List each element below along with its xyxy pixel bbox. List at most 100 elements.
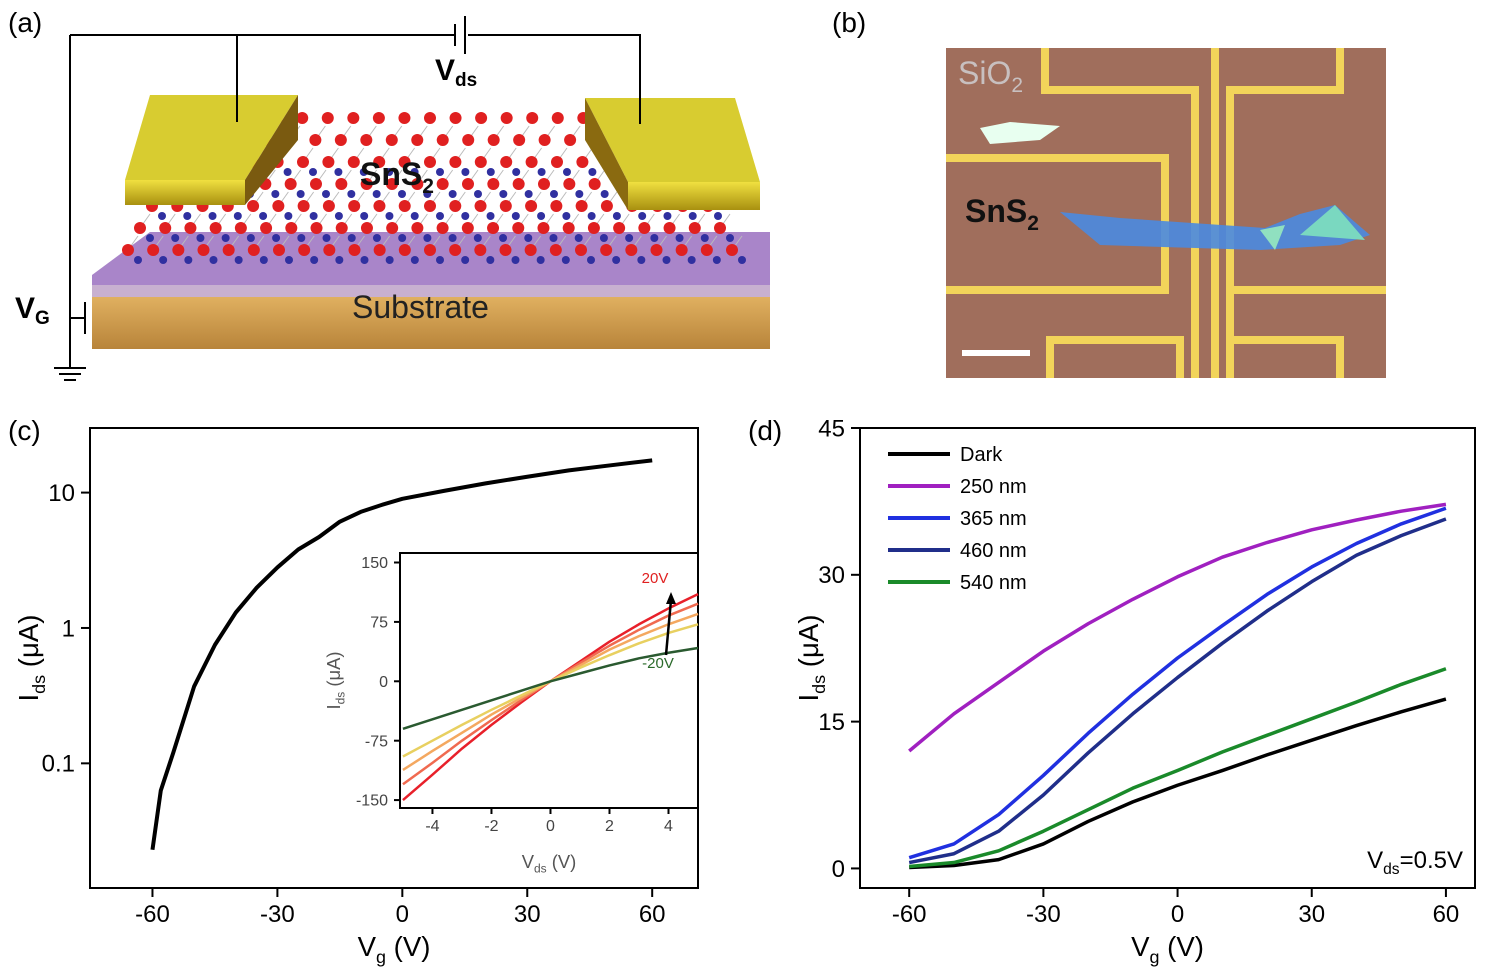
atom — [284, 212, 293, 220]
atom — [588, 168, 597, 176]
atom — [410, 256, 419, 264]
atom — [398, 200, 411, 212]
flake — [1300, 205, 1365, 240]
x-tick-label: 0 — [396, 901, 409, 928]
series-line — [909, 697, 1447, 870]
atom — [209, 256, 218, 264]
panel-label: (a) — [8, 7, 42, 38]
atom — [612, 212, 621, 220]
atom — [449, 156, 462, 168]
atom — [714, 212, 722, 220]
x-tick-label: 0 — [546, 818, 555, 835]
atom — [461, 168, 470, 176]
label-sub: ds — [455, 70, 477, 91]
plot-area — [859, 427, 1476, 889]
atom — [525, 200, 538, 212]
atom — [335, 222, 348, 234]
chart: -4 -2 0 2 4 -150 -75 0 75 150 Vds (V) Ids (μA) 20V -2… — [323, 552, 699, 876]
atom — [398, 112, 411, 124]
atom — [386, 222, 399, 234]
x-tick-label: 60 — [1433, 901, 1460, 928]
label-sub: 2 — [1027, 212, 1039, 235]
atom — [309, 168, 317, 176]
atom — [134, 222, 146, 234]
atom — [309, 134, 322, 146]
legend-label: Dark — [960, 444, 1003, 466]
atom — [726, 244, 738, 256]
atom — [600, 190, 609, 198]
electrode — [628, 182, 760, 210]
atom — [551, 112, 564, 124]
atom — [436, 222, 449, 234]
atom — [424, 156, 436, 168]
x-tick-label: 30 — [514, 901, 541, 928]
atom — [700, 244, 713, 256]
atom — [499, 190, 508, 198]
y-tick-label: -150 — [356, 793, 388, 810]
atom — [486, 256, 495, 264]
label-rest: (μA) — [793, 615, 824, 675]
axis-label: Vds=0.5V — [1367, 847, 1463, 878]
electrode — [245, 95, 298, 205]
atom — [650, 244, 663, 256]
panel-label: (c) — [8, 415, 41, 446]
axis-label: Ids (μA) — [793, 615, 829, 702]
atom — [575, 200, 588, 212]
atom — [500, 112, 513, 124]
x-tick-label: 60 — [639, 901, 666, 928]
atom — [347, 156, 360, 168]
atom — [538, 178, 550, 190]
atom — [196, 234, 205, 242]
atom — [588, 178, 601, 190]
series-line — [908, 517, 1447, 865]
oxide-layer — [92, 285, 770, 297]
x-tick-label: -60 — [135, 901, 170, 928]
atom — [424, 200, 436, 212]
electrode — [125, 95, 298, 180]
schematic: Vds SnS2 Substrate VG — [15, 16, 770, 381]
atom — [474, 200, 487, 212]
atom — [398, 234, 407, 242]
atom — [587, 222, 600, 234]
atom — [675, 234, 684, 242]
label: V — [522, 851, 535, 872]
legend-label: 460 nm — [960, 540, 1027, 562]
x-tick-label: -4 — [425, 818, 439, 835]
atom — [347, 190, 356, 198]
atom — [513, 134, 526, 146]
atom — [221, 234, 230, 242]
atom — [550, 200, 563, 212]
material-label: SnS2 — [965, 193, 1039, 235]
atom — [612, 256, 621, 264]
atom — [423, 234, 432, 242]
trace — [1046, 336, 1184, 378]
atom — [260, 222, 273, 234]
label: V — [358, 931, 377, 962]
atom — [449, 112, 462, 124]
substrate-top — [92, 232, 770, 285]
atom — [575, 190, 584, 198]
label-sub: g — [376, 947, 386, 967]
y-tick-label: 45 — [818, 415, 845, 442]
atom — [511, 256, 520, 264]
atom — [436, 168, 444, 176]
atom — [183, 212, 192, 220]
atom — [448, 234, 457, 242]
x-tick-label: -60 — [892, 901, 927, 928]
atom — [587, 212, 596, 220]
atom — [524, 244, 537, 256]
atom — [663, 222, 676, 234]
atom — [297, 200, 310, 212]
atom — [564, 134, 577, 146]
atom — [526, 112, 539, 124]
atom — [386, 178, 398, 190]
atom — [512, 168, 521, 176]
y-tick-label: 15 — [818, 709, 845, 736]
series-line — [150, 458, 653, 851]
atom — [322, 234, 331, 242]
atom — [285, 222, 298, 234]
atom — [625, 244, 638, 256]
atom — [335, 256, 344, 264]
